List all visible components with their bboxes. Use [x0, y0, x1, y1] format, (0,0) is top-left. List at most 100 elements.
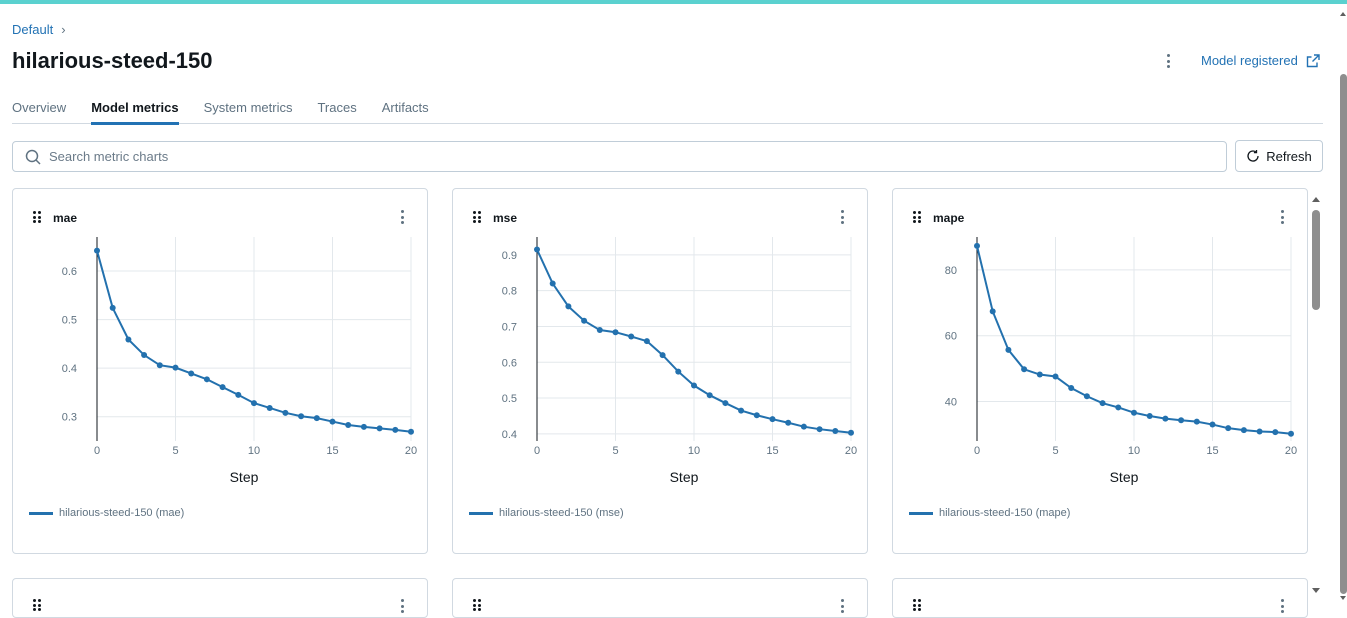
refresh-button[interactable]: Refresh — [1235, 140, 1323, 172]
page-scrollbar-thumb[interactable] — [1340, 74, 1347, 594]
breadcrumb: Default › — [12, 22, 66, 37]
chart-menu-button[interactable] — [1279, 210, 1285, 224]
data-point — [1083, 393, 1090, 400]
scrollbar-thumb[interactable] — [1312, 210, 1320, 310]
data-point — [251, 400, 257, 407]
scroll-up-icon[interactable] — [1309, 194, 1323, 204]
refresh-icon — [1247, 150, 1259, 162]
chart-legend[interactable]: hilarious-steed-150 (mse) — [469, 507, 624, 519]
data-point — [1146, 412, 1153, 419]
legend-swatch — [469, 511, 493, 515]
tab-overview[interactable]: Overview — [12, 100, 67, 115]
data-point — [581, 317, 588, 324]
drag-handle-icon[interactable] — [473, 211, 481, 223]
data-point — [769, 416, 776, 423]
chart-title: mse — [493, 211, 518, 225]
data-point — [203, 376, 210, 383]
breadcrumb-link-default[interactable]: Default — [12, 22, 54, 37]
charts-scrollbar[interactable] — [1309, 192, 1323, 604]
y-tick-label: 60 — [945, 331, 957, 343]
y-tick-label: 0.3 — [62, 412, 77, 424]
data-point — [329, 418, 336, 425]
chart-legend[interactable]: hilarious-steed-150 (mape) — [909, 507, 1070, 519]
chart-menu-button[interactable] — [399, 210, 405, 224]
x-tick-label: 5 — [1052, 445, 1058, 457]
y-tick-label: 0.9 — [502, 250, 517, 262]
chart-menu-button[interactable] — [1279, 599, 1285, 613]
data-point — [1193, 418, 1200, 425]
scroll-down-icon[interactable] — [1309, 586, 1323, 596]
x-tick-label: 0 — [534, 445, 540, 457]
chart-title: mape — [933, 211, 965, 225]
data-point — [1068, 385, 1075, 392]
data-point — [1115, 404, 1122, 411]
data-point — [691, 382, 697, 389]
drag-handle-icon[interactable] — [913, 211, 921, 223]
data-point — [659, 352, 666, 359]
chart-card-partial — [12, 578, 428, 618]
x-tick-label: 10 — [248, 445, 260, 457]
data-point — [989, 308, 996, 315]
data-point — [345, 421, 352, 428]
data-point — [612, 329, 619, 336]
data-point — [753, 412, 760, 419]
data-point — [785, 419, 792, 426]
refresh-label: Refresh — [1266, 148, 1312, 164]
tab-traces[interactable]: Traces — [317, 100, 357, 115]
more-options-button[interactable] — [1160, 52, 1176, 70]
data-point — [1225, 425, 1232, 432]
chart-menu-button[interactable] — [839, 599, 845, 613]
x-tick-label: 15 — [1206, 445, 1218, 457]
page-scroll-down-icon[interactable] — [1339, 594, 1347, 602]
data-point — [235, 391, 242, 398]
tab-model-metrics[interactable]: Model metrics — [91, 100, 180, 125]
data-point — [1178, 417, 1185, 424]
tab-system-metrics[interactable]: System metrics — [203, 100, 293, 115]
data-point — [1288, 430, 1294, 437]
data-point — [675, 368, 682, 375]
data-point — [1021, 366, 1028, 373]
chart-menu-button[interactable] — [839, 210, 845, 224]
drag-handle-icon[interactable] — [33, 211, 41, 223]
data-point — [219, 384, 226, 391]
x-tick-label: 5 — [612, 445, 618, 457]
drag-handle-icon[interactable] — [33, 599, 41, 611]
data-point — [360, 423, 367, 430]
data-point — [706, 392, 713, 399]
data-point — [1162, 415, 1169, 422]
search-input[interactable] — [49, 149, 1149, 164]
page-scrollbar[interactable] — [1339, 4, 1347, 604]
y-tick-label: 0.6 — [502, 357, 517, 369]
data-point — [1036, 371, 1043, 378]
x-tick-label: 20 — [405, 445, 417, 457]
model-registered-link[interactable]: Model registered — [1201, 53, 1320, 68]
data-point — [1099, 400, 1106, 407]
y-tick-label: 0.6 — [62, 266, 77, 278]
data-point — [722, 400, 729, 407]
drag-handle-icon[interactable] — [473, 599, 481, 611]
data-point — [816, 426, 823, 433]
chart-mse: 0.4 0.5 0.6 0.7 0.8 0.9 0 5 10 15 20 Step — [502, 237, 857, 485]
chart-card-partial — [452, 578, 868, 618]
chart-card-mse: mse 0.4 0.5 0.6 0.7 0.8 0.9 0 5 10 15 20 Step hilar… — [452, 188, 868, 554]
x-tick-label: 20 — [845, 445, 857, 457]
data-point — [298, 413, 305, 420]
x-tick-label: 0 — [94, 445, 100, 457]
page-scroll-up-icon[interactable] — [1339, 10, 1347, 18]
data-point — [376, 425, 383, 432]
y-tick-label: 80 — [945, 265, 957, 277]
data-point — [313, 415, 320, 422]
chart-legend[interactable]: hilarious-steed-150 (mae) — [29, 507, 184, 519]
x-tick-label: 5 — [172, 445, 178, 457]
data-point — [596, 327, 603, 334]
y-tick-label: 0.4 — [502, 429, 517, 441]
data-point — [188, 370, 195, 377]
tab-artifacts[interactable]: Artifacts — [381, 100, 429, 115]
model-registered-label: Model registered — [1201, 53, 1298, 68]
y-tick-label: 0.7 — [502, 321, 517, 333]
drag-handle-icon[interactable] — [913, 599, 921, 611]
data-point — [282, 409, 289, 416]
chart-menu-button[interactable] — [399, 599, 405, 613]
data-point — [628, 333, 635, 340]
legend-swatch — [29, 511, 53, 515]
